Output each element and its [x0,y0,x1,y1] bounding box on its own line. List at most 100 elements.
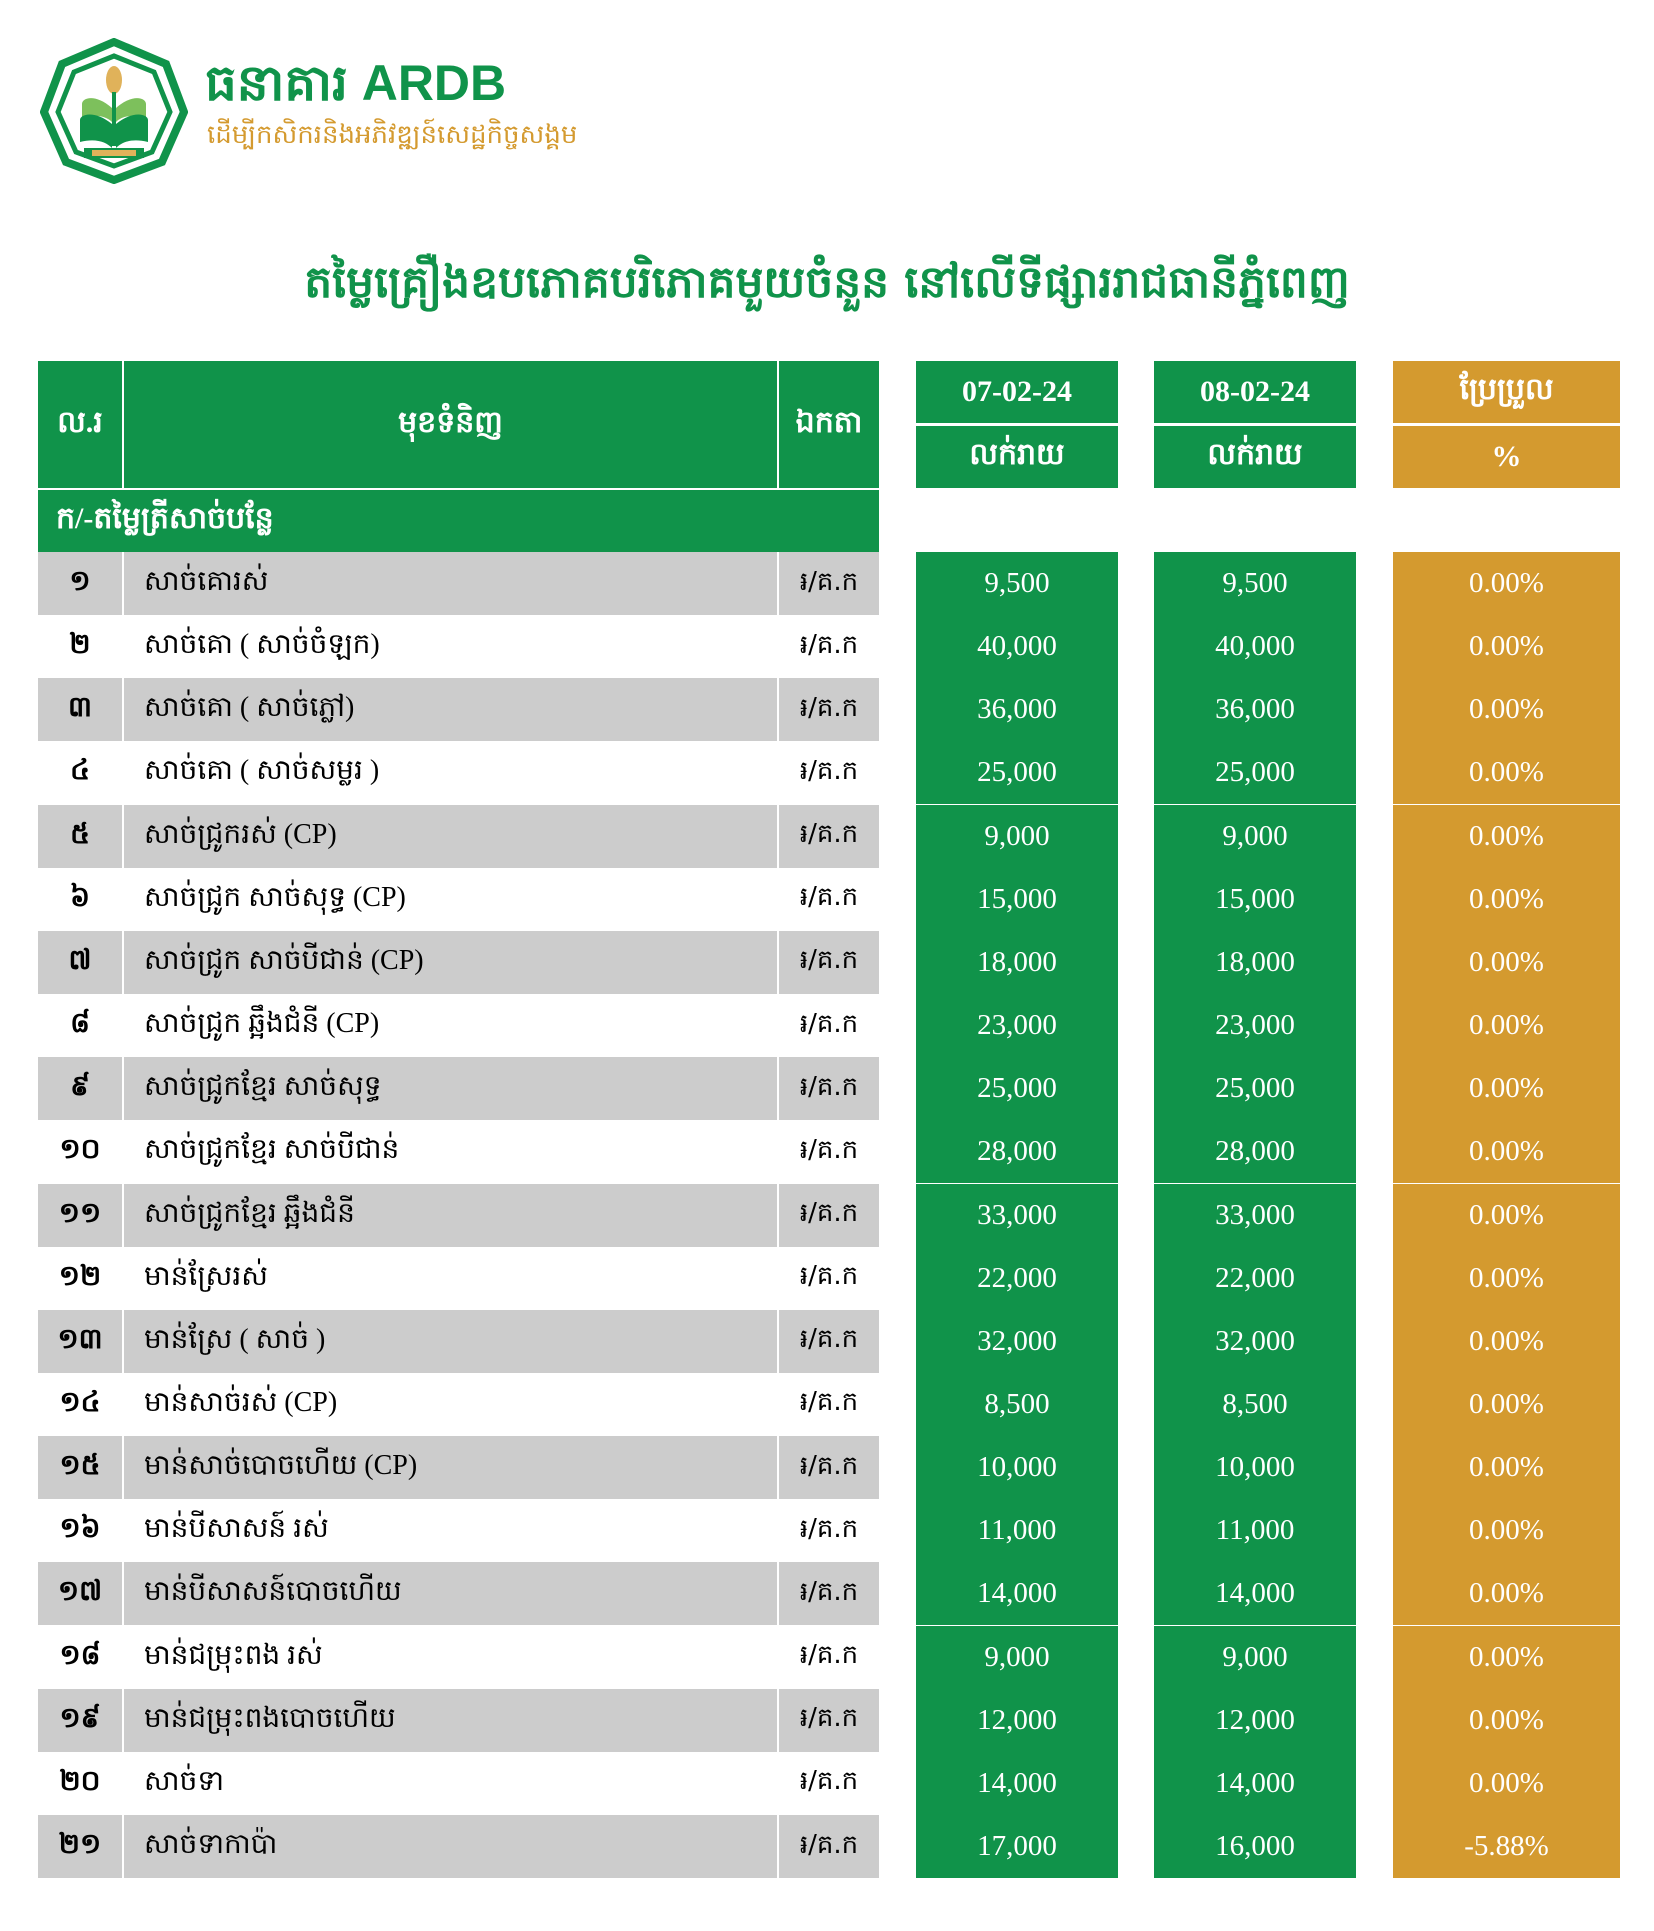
row-number: ១៩ [38,1688,124,1752]
row-number: ៩ [38,1057,124,1121]
column-header-change: ប្រែប្រួល [1393,361,1620,423]
price-date2: 23,000 [1154,994,1356,1058]
item-unit: ៛/គ.ក [779,1183,879,1247]
price-date1: 23,000 [916,994,1118,1058]
item-unit: ៛/គ.ក [779,1436,879,1500]
item-name: មាន់សាច់បោចហើយ (CP) [124,1436,779,1500]
price-date1: 15,000 [916,867,1118,931]
table-row: ១៦ មាន់បីសាសន៍ រស់ ៛/គ.ក 11,000 11,000 0.00% [38,1499,1620,1563]
row-number: ៦ [38,867,124,931]
item-unit: ៛/គ.ក [799,1261,859,1292]
price-change: 0.00% [1393,994,1620,1058]
price-change: 0.00% [1393,678,1620,742]
price-change: 0.00% [1393,1688,1620,1752]
price-date2: 22,000 [1154,1246,1356,1310]
table-row: ១៤ មាន់សាច់រស់ (CP) ៛/គ.ក 8,500 8,500 0.00% [38,1372,1620,1436]
price-change: 0.00% [1393,552,1620,615]
price-change: -5.88% [1393,1815,1620,1878]
row-number: ១០ [38,1120,124,1184]
row-number: ១៥ [38,1436,124,1500]
price-date1: 9,000 [916,804,1118,868]
item-name: មាន់ជម្រុះពង រស់ [124,1625,779,1689]
price-date1: 25,000 [916,741,1118,805]
row-number: ៧ [38,930,124,994]
table-row: ៧សាច់ជ្រូក សាច់បីជាន់ (CP) ៛/គ.ក 18,000 18,… [38,930,1620,994]
table-row: ៤សាច់គោ ( សាច់សម្លរ ) ៛/គ.ក 25,000 25,000 0.… [38,741,1620,805]
price-date2: 25,000 [1154,741,1356,805]
price-change: 0.00% [1393,930,1620,994]
price-date1: 14,000 [916,1751,1118,1815]
column-header-date2-sub: លក់រាយ [1154,426,1356,488]
table-row: ២សាច់គោ ( សាច់ចំឡក) ៛/គ.ក 40,000 40,000 0.00… [38,615,1620,679]
price-change: 0.00% [1393,1120,1620,1184]
price-date1: 25,000 [916,1057,1118,1121]
price-date1: 32,000 [916,1309,1118,1373]
item-name: មាន់បីសាសន៍ រស់ [124,1499,779,1563]
column-header-date1-sub: លក់រាយ [916,426,1118,488]
table-row: ១៥ មាន់សាច់បោចហើយ (CP) ៛/គ.ក 10,000 10,000 0.… [38,1436,1620,1500]
table-row: ២១ សាច់ទាកាប៉ា ៛/គ.ក 17,000 16,000 -5.88% [38,1815,1620,1878]
price-date2: 25,000 [1154,1057,1356,1121]
price-date1: 40,000 [916,615,1118,679]
row-number: ១១ [38,1183,124,1247]
table-row: ១០ សាច់ជ្រូកខ្មែរ សាច់បីជាន់ ៛/គ.ក 28,000 28… [38,1120,1620,1184]
column-header-unit: ឯកតា [779,361,879,488]
row-number: ១៦ [38,1499,124,1563]
column-header-date1: 07-02-24 [916,361,1118,423]
row-number: ១៣ [38,1309,124,1373]
row-number: ២១ [38,1815,124,1878]
item-name: សាច់ជ្រូករស់ (CP) [124,804,779,868]
item-unit: ៛/គ.ក [779,804,879,868]
brand-tagline: ដើម្បីកសិករនិងអភិវឌ្ឍន៍សេដ្ឋកិច្ចសង្គម [207,120,578,150]
price-date2: 11,000 [1154,1499,1356,1563]
price-change: 0.00% [1393,615,1620,679]
price-change: 0.00% [1393,1499,1620,1563]
table-row: ១២ មាន់ស្រែរស់ ៛/គ.ក 22,000 22,000 0.00% [38,1246,1620,1310]
row-number: ១៧ [38,1562,124,1626]
item-name: សាច់គោ ( សាច់សម្លរ ) [124,741,779,805]
item-unit: ៛/គ.ក [779,930,879,994]
table-row: ១៩ មាន់ជម្រុះពងបោចហើយ ៛/គ.ក 12,000 12,000 0.0… [38,1688,1620,1752]
table-row: ៩សាច់ជ្រូកខ្មែរ សាច់សុទ្ធ ៛/គ.ក 25,000 25,0… [38,1057,1620,1121]
price-date1: 18,000 [916,930,1118,994]
item-name: មាន់ស្រែ ( សាច់ ) [124,1309,779,1373]
item-name: មាន់ស្រែរស់ [124,1246,779,1310]
ardb-emblem-icon [39,37,189,185]
price-date1: 14,000 [916,1562,1118,1626]
price-date2: 14,000 [1154,1562,1356,1626]
item-unit: ៛/គ.ក [799,1766,859,1797]
item-unit: ៛/គ.ក [799,1387,859,1418]
row-number: ២០ [38,1751,124,1815]
item-name: សាច់ទាកាប៉ា [124,1815,779,1878]
item-name: មាន់បីសាសន៍បោចហើយ [124,1562,779,1626]
price-date2: 36,000 [1154,678,1356,742]
price-date1: 36,000 [916,678,1118,742]
price-change: 0.00% [1393,1309,1620,1373]
price-change: 0.00% [1393,1246,1620,1310]
price-date2: 28,000 [1154,1120,1356,1184]
table-row: ៥សាច់ជ្រូករស់ (CP) ៛/គ.ក 9,000 9,000 0.00% [38,804,1620,868]
column-header-item: មុខទំនិញ [124,361,779,488]
item-unit: ៛/គ.ក [779,1688,879,1752]
item-unit: ៛/គ.ក [799,1134,859,1165]
item-unit: ៛/គ.ក [779,1057,879,1121]
row-number: ១ [38,552,124,615]
price-change: 0.00% [1393,1372,1620,1436]
price-date2: 14,000 [1154,1751,1356,1815]
item-name: សាច់ជ្រូកខ្មែរ សាច់សុទ្ធ [124,1057,779,1121]
price-change: 0.00% [1393,1183,1620,1247]
price-date2: 9,500 [1154,552,1356,615]
item-name: សាច់គោ ( សាច់ចំឡក) [124,615,779,679]
price-change: 0.00% [1393,1436,1620,1500]
table-row: ១សាច់គោរស់ ៛/គ.ក 9,500 9,500 0.00% [38,552,1620,615]
price-date1: 22,000 [916,1246,1118,1310]
price-date2: 9,000 [1154,804,1356,868]
item-name: សាច់គោ ( សាច់ភ្លៅ) [124,678,779,742]
price-change: 0.00% [1393,804,1620,868]
item-unit: ៛/គ.ក [799,882,859,913]
row-number: ១២ [38,1246,124,1310]
price-change: 0.00% [1393,867,1620,931]
row-number: ២ [38,615,124,679]
column-header-no: ល.រ [38,361,124,488]
item-name: សាច់ជ្រូក សាច់សុទ្ធ (CP) [124,867,779,931]
